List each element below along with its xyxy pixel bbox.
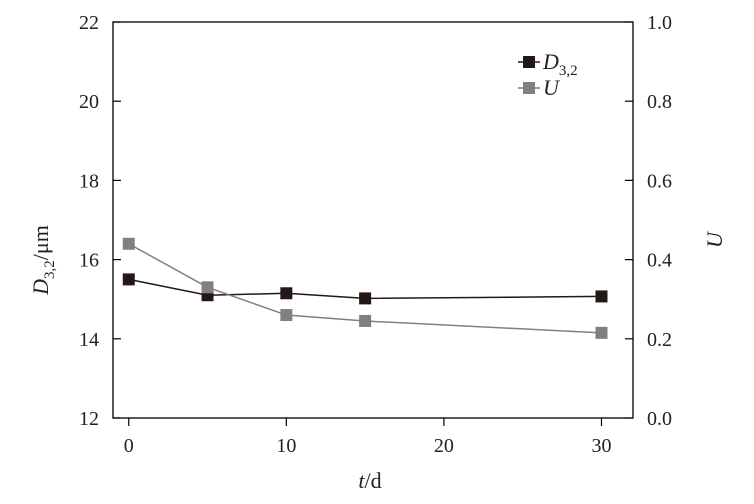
y-left-tick-label: 12 (79, 408, 99, 430)
y-left-tick-label: 22 (79, 12, 99, 34)
y-left-title-sub: 3,2 (42, 260, 58, 279)
marker-d32 (280, 287, 293, 300)
marker-d32 (359, 292, 372, 305)
marker-u (201, 281, 214, 294)
marker-u (122, 237, 135, 250)
y-left-tick-label: 14 (79, 329, 99, 351)
y-left-title-var: D (28, 279, 53, 296)
left-axis: 12 14 16 18 20 22 (79, 12, 121, 430)
y-left-title-unit: /μm (28, 225, 53, 260)
y-right-tick-label: 0.6 (647, 170, 672, 192)
y-left-axis-title: D3,2/μm (28, 225, 58, 296)
marker-u (595, 326, 608, 339)
x-tick-label: 10 (276, 435, 296, 457)
plot-area (112, 21, 634, 419)
marker-u (280, 309, 293, 322)
x-axis-title-unit: /d (365, 468, 382, 493)
y-right-tick-label: 0.2 (647, 329, 672, 351)
legend-label-d32: D3,2 (542, 49, 578, 79)
y-right-tick-label: 0.0 (647, 408, 672, 430)
x-axis-title-var: t (358, 468, 365, 493)
legend-label-var: U (543, 75, 561, 100)
legend-label-sub: 3,2 (559, 63, 578, 79)
marker-u (359, 314, 372, 327)
y-right-tick-label: 1.0 (647, 12, 672, 34)
y-right-axis-title: U (702, 230, 727, 248)
marker-d32 (595, 290, 608, 303)
x-tick-label: 0 (124, 435, 134, 457)
x-tick-label: 20 (434, 435, 454, 457)
y-left-tick-label: 20 (79, 91, 99, 113)
legend-label-u: U (543, 75, 561, 100)
marker-d32 (122, 273, 135, 286)
x-axis-title: t/d (358, 468, 381, 493)
series-layer (122, 237, 608, 339)
y-right-tick-label: 0.4 (647, 250, 672, 272)
legend-marker-u (523, 82, 535, 94)
plot-frame (112, 21, 634, 419)
legend-label-var: D (542, 49, 559, 74)
x-axis: 0 10 20 30 (124, 418, 611, 457)
legend-marker-d32 (523, 56, 535, 68)
y-right-tick-label: 0.8 (647, 91, 672, 113)
y-left-tick-label: 18 (79, 170, 99, 192)
right-axis: 0.0 0.2 0.4 0.6 0.8 1.0 (625, 12, 672, 430)
legend: D3,2U (518, 49, 578, 100)
x-tick-label: 30 (591, 435, 611, 457)
y-left-tick-label: 16 (79, 250, 99, 272)
